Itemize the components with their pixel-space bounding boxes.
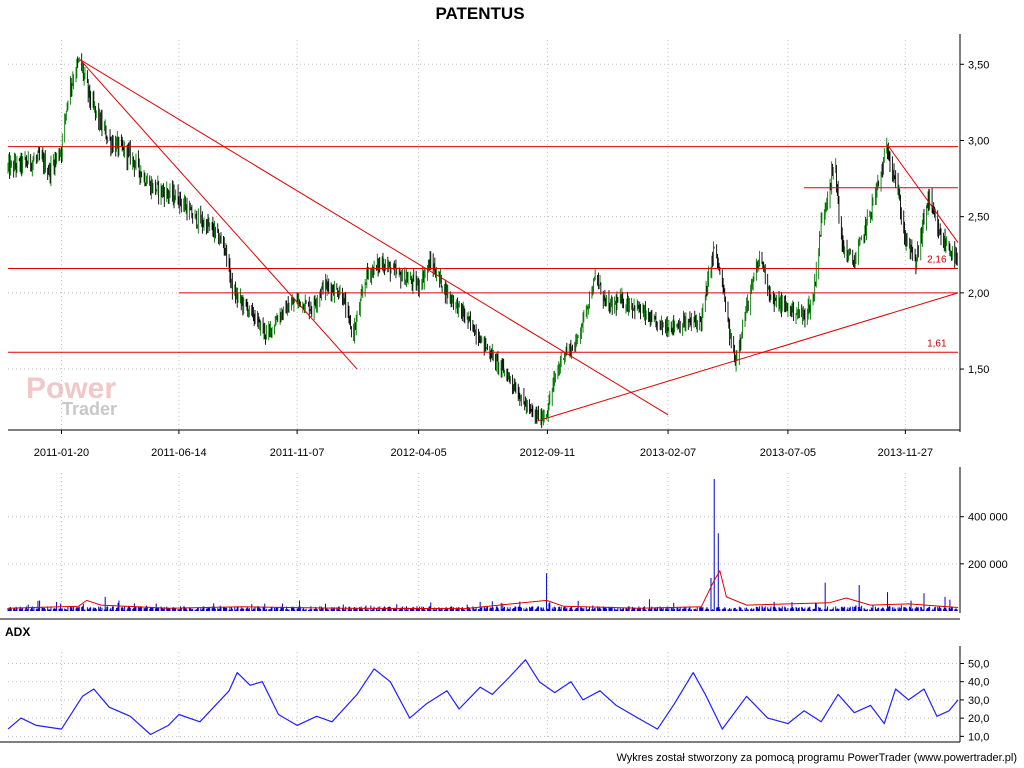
adx-series-line — [7, 659, 959, 736]
y-tick-label: 2,00 — [968, 288, 989, 300]
price-trendlines — [8, 59, 959, 422]
trend-line — [887, 144, 959, 243]
price-grid — [8, 40, 958, 430]
y-tick-label: 200 000 — [968, 559, 1008, 571]
trend-line — [79, 59, 358, 370]
adx-grid — [8, 652, 958, 740]
y-tick-label: 30,0 — [968, 695, 989, 707]
y-tick-label: 20,0 — [968, 713, 989, 725]
y-tick-label: 2,50 — [968, 212, 989, 224]
x-tick-label: 2011-01-20 — [34, 447, 89, 459]
volume-axes: 200 000 400 000 — [0, 467, 1008, 620]
y-tick-label: 3,50 — [968, 59, 989, 71]
x-tick-label: 2011-11-07 — [270, 447, 325, 459]
y-tick-label: 50,0 — [968, 658, 989, 670]
footer-credit: Wykres został stworzony za pomocą progra… — [616, 752, 1017, 764]
price-annotations: 2,16 1,61 — [927, 254, 947, 349]
chart-title: PATENTUS — [435, 4, 524, 23]
volume-ma-line — [7, 569, 959, 610]
watermark-power: Power — [26, 372, 116, 405]
level-annotation: 1,61 — [927, 338, 947, 349]
y-tick-label: 40,0 — [968, 677, 989, 689]
price-candles — [7, 53, 958, 429]
y-tick-label: 1,50 — [968, 364, 989, 376]
y-tick-label: 3,00 — [968, 135, 989, 147]
x-tick-label: 2013-11-27 — [878, 447, 933, 459]
level-annotation: 2,16 — [927, 254, 947, 265]
volume-grid — [8, 473, 958, 611]
adx-panel-label: ADX — [5, 625, 30, 639]
x-tick-label: 2013-02-07 — [640, 447, 696, 459]
volume-moving-average — [7, 569, 959, 610]
y-tick-label: 400 000 — [968, 512, 1008, 524]
adx-axes: 10,0 20,0 30,0 40,0 50,0 — [0, 646, 989, 743]
x-tick-label: 2011-06-14 — [151, 447, 206, 459]
trend-line — [537, 292, 959, 422]
trend-line — [79, 59, 669, 416]
watermark-trader: Trader — [62, 399, 117, 419]
watermark: Power Trader — [26, 372, 117, 419]
x-tick-label: 2012-09-11 — [520, 447, 575, 459]
adx-line — [7, 659, 959, 736]
x-tick-label: 2012-04-05 — [390, 447, 446, 459]
x-tick-label: 2013-07-05 — [760, 447, 816, 459]
y-tick-label: 10,0 — [968, 731, 989, 743]
price-axes: 2011-01-20 2011-06-14 2011-11-07 2012-04-05… — [8, 34, 989, 459]
